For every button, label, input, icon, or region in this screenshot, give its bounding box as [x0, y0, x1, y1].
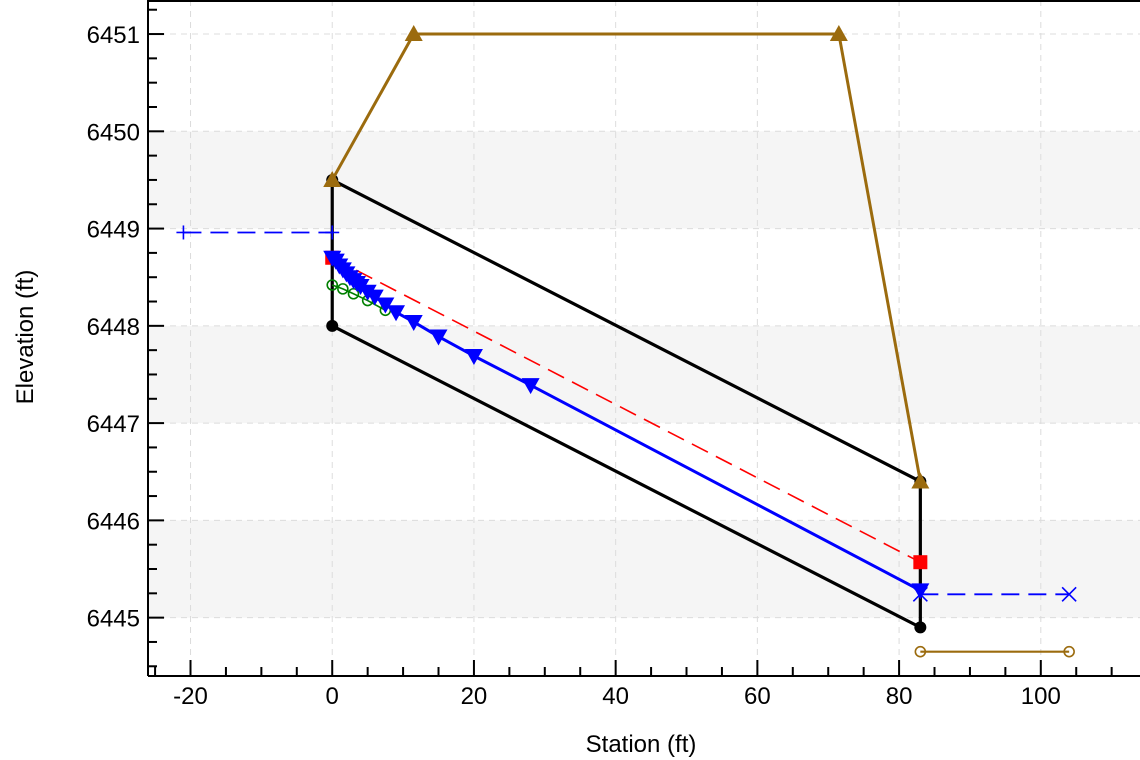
triangle-up-marker: [829, 25, 848, 42]
plot-background-bands: [148, 131, 1140, 618]
y-tick-labels: 6445 6446 6447 6448 6449 6450 6451: [87, 22, 140, 633]
open-circle-marker: [1063, 645, 1075, 658]
triangle-down-marker: [376, 297, 395, 314]
plus-marker: [176, 225, 191, 240]
circle-marker: [914, 621, 927, 634]
triangle-up-marker: [404, 25, 423, 42]
open-circle-marker: [337, 283, 349, 295]
y-tick-label: 6448: [87, 314, 140, 341]
series-line: [331, 257, 921, 563]
series-embankment-crest: [323, 25, 930, 489]
x-tick-label: 100: [1021, 683, 1061, 710]
axes-group: [147, 0, 1140, 677]
x-tick-label: 0: [326, 683, 339, 710]
x-axis-title: Station (ft): [586, 731, 697, 758]
x-marker: [912, 586, 928, 602]
open-circle-marker: [326, 279, 339, 291]
x-tick-labels: -20 0 20 40 60 80 100: [173, 683, 1061, 710]
triangle-down-marker: [404, 314, 423, 331]
y-tick-label: 6449: [87, 217, 140, 244]
triangle-down-marker: [521, 378, 540, 395]
tick-marks: [148, 8, 1113, 676]
x-marker: [1061, 586, 1077, 602]
background-band: [148, 131, 1140, 229]
y-tick-label: 6446: [87, 508, 140, 535]
y-axis-title: Elevation (ft): [12, 270, 39, 405]
series-tailwater: [912, 586, 1077, 602]
triangle-down-marker: [387, 305, 405, 322]
triangle-down-marker: [365, 289, 384, 306]
triangle-down-marker: [911, 583, 930, 600]
series-critical-depth-line: [326, 279, 392, 317]
grid-lines: [148, 0, 1140, 676]
x-tick-label: -20: [173, 683, 208, 710]
y-tick-label: 6445: [87, 606, 140, 633]
series-line: [331, 284, 386, 311]
x-tick-label: 40: [602, 683, 629, 710]
y-tick-label: 6447: [87, 411, 140, 438]
series-outlet-channel: [914, 645, 1075, 658]
x-tick-label: 20: [461, 683, 488, 710]
plus-marker: [325, 225, 340, 240]
series-line: [330, 32, 922, 482]
open-circle-marker: [914, 645, 927, 658]
series-group: [176, 25, 1077, 658]
triangle-down-marker: [464, 348, 483, 365]
x-tick-label: 60: [744, 683, 771, 710]
background-band: [148, 325, 1140, 424]
square-marker: [913, 555, 928, 570]
triangle-up-marker: [911, 472, 930, 489]
x-tick-label: 80: [886, 683, 913, 710]
triangle-down-marker: [429, 329, 448, 346]
series-headwater: [176, 225, 340, 240]
y-tick-label: 6450: [87, 119, 140, 146]
series-water-surface-profile: [323, 250, 930, 600]
circle-marker: [326, 319, 339, 332]
background-band: [148, 520, 1140, 618]
y-tick-label: 6451: [87, 22, 140, 49]
triangle-up-marker: [323, 170, 342, 187]
